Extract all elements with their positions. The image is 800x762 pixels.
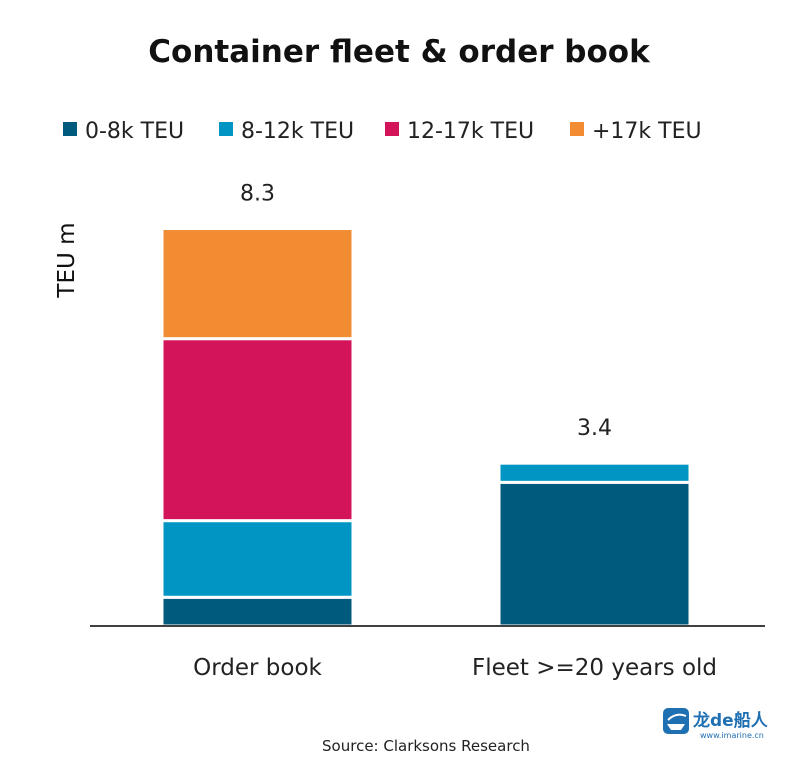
- legend-swatch-12-17k-teu: [385, 122, 399, 136]
- bar-order-book-8-12k-teu: [160, 519, 355, 599]
- total-label-fleet-20-years-old: 3.4: [577, 416, 612, 441]
- bar-order-book-17k-teu: [160, 227, 355, 341]
- bar-order-book-0-8k-teu: [160, 595, 355, 628]
- total-label-order-book: 8.3: [240, 182, 275, 207]
- legend-swatch-17k-teu: [570, 122, 584, 136]
- bar-group: [160, 227, 692, 628]
- legend-label-12-17k-teu: 12-17k TEU: [407, 119, 534, 144]
- watermark-url: www.imarine.cn: [700, 731, 764, 740]
- legend-swatch-8-12k-teu: [219, 122, 233, 136]
- y-axis-label: TEU m: [54, 222, 80, 298]
- total-labels: 8.3 3.4: [240, 182, 612, 442]
- legend-label-17k-teu: +17k TEU: [592, 119, 702, 144]
- category-label-fleet-20-years-old: Fleet >=20 years old: [472, 655, 717, 681]
- category-label-order-book: Order book: [193, 655, 322, 681]
- watermark-text: 龙de船人: [692, 710, 769, 731]
- chart-legend: 0-8k TEU 8-12k TEU 12-17k TEU +17k TEU: [63, 119, 702, 144]
- watermark: 龙de船人 www.imarine.cn: [663, 708, 769, 740]
- category-labels: Order book Fleet >=20 years old: [193, 655, 717, 681]
- ship-logo-icon: [663, 708, 689, 734]
- legend-swatch-0-8k-teu: [63, 122, 77, 136]
- chart-title: Container fleet & order book: [148, 34, 651, 70]
- bar-fleet-20-years-old-0-8k-teu: [497, 480, 692, 628]
- bar-order-book-12-17k-teu: [160, 337, 355, 523]
- legend-label-8-12k-teu: 8-12k TEU: [241, 119, 354, 144]
- legend-label-0-8k-teu: 0-8k TEU: [85, 119, 184, 144]
- bar-fleet-20-years-old-8-12k-teu: [497, 461, 692, 484]
- source-note: Source: Clarksons Research: [322, 737, 530, 755]
